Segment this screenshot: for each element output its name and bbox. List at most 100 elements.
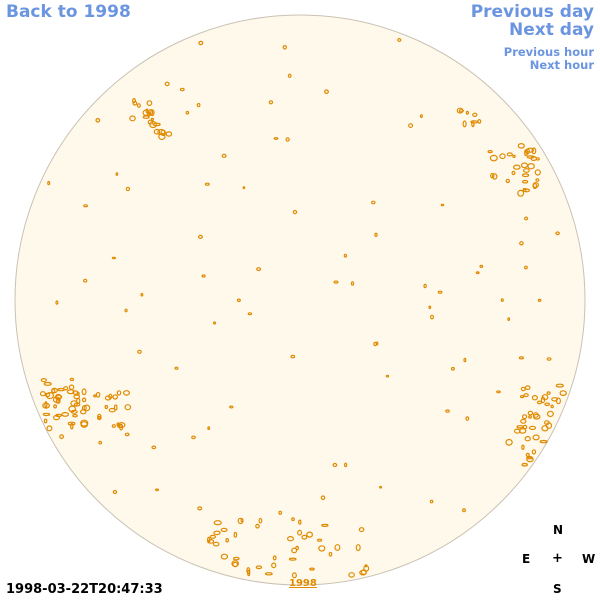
contour-mark (81, 397, 87, 403)
contour-mark (535, 178, 540, 182)
contour-mark (73, 394, 81, 400)
contour-mark (539, 439, 548, 444)
contour-mark (83, 204, 88, 208)
next-hour-link[interactable]: Next hour (529, 58, 594, 72)
contour-mark (174, 366, 179, 370)
previous-hour-link[interactable]: Previous hour (503, 45, 594, 59)
contour-mark (119, 423, 124, 431)
contour-mark (63, 386, 69, 391)
next-day-link[interactable]: Next day (509, 20, 594, 40)
contour-mark (282, 44, 287, 50)
contour-mark (145, 108, 149, 114)
contour-mark (111, 424, 116, 428)
contour-mark (332, 462, 338, 468)
contour-mark (136, 103, 141, 108)
contour-mark (465, 416, 470, 421)
contour-mark (512, 164, 521, 170)
contour-mark (546, 357, 552, 361)
contour-mark (521, 414, 528, 420)
contour-mark (268, 100, 274, 105)
contour-mark (334, 544, 341, 551)
contour-mark (521, 173, 530, 178)
contour-mark (220, 553, 229, 560)
contour-mark (430, 314, 435, 320)
contour-mark (527, 162, 535, 170)
contour-mark (544, 420, 550, 426)
contour-mark (523, 216, 529, 221)
back-to-year-link[interactable]: Back to 1998 (6, 2, 131, 22)
contour-mark (258, 517, 263, 524)
compass-center: + (552, 551, 563, 566)
contour-mark (489, 154, 498, 162)
contour-mark (309, 567, 315, 571)
contour-mark (129, 115, 136, 122)
contour-mark (462, 508, 466, 513)
contour-mark (463, 357, 467, 363)
contour-mark (370, 200, 376, 205)
contour-mark (43, 418, 48, 424)
contour-mark (42, 412, 51, 417)
contour-mark (278, 510, 283, 515)
contour-mark (264, 572, 273, 576)
contour-mark (206, 536, 211, 544)
contour-mark (343, 253, 348, 258)
contour-mark (97, 413, 102, 419)
contour-mark (521, 179, 529, 184)
previous-day-link[interactable]: Previous day (470, 2, 594, 22)
contour-mark (225, 537, 230, 543)
contour-mark (321, 523, 329, 528)
contour-mark (522, 188, 531, 193)
contour-mark (397, 37, 402, 42)
contour-mark (526, 155, 535, 159)
contour-mark (358, 527, 365, 533)
contour-mark (240, 518, 244, 523)
contour-mark (233, 531, 238, 538)
contour-mark (532, 413, 541, 420)
contour-mark (475, 271, 480, 275)
contour-mark (546, 391, 551, 395)
contour-mark (112, 489, 118, 495)
contour-mark (212, 541, 220, 547)
contour-mark (534, 169, 541, 176)
contour-mark (229, 405, 234, 409)
contour-mark (242, 186, 246, 190)
contour-mark (272, 555, 277, 561)
contour-mark (364, 564, 368, 568)
contour-mark (95, 391, 101, 398)
contour-mark (470, 120, 479, 124)
contour-mark (524, 265, 528, 270)
contour-mark (83, 404, 91, 412)
contour-mark (246, 567, 251, 574)
contour-mark (500, 298, 504, 303)
year-link[interactable]: 1998 (289, 578, 317, 589)
contour-mark (231, 560, 240, 568)
contour-mark (546, 410, 554, 418)
contour-mark (408, 123, 414, 128)
contour-mark (512, 154, 516, 158)
contour-mark (531, 147, 537, 155)
contour-mark (385, 374, 390, 378)
contour-mark (104, 404, 109, 410)
contour-mark (44, 401, 48, 408)
contour-mark (69, 377, 75, 382)
contour-mark (531, 449, 537, 455)
contour-mark (517, 189, 525, 197)
contour-mark (544, 402, 551, 407)
contour-mark (179, 87, 185, 92)
contour-mark (55, 413, 63, 418)
contour-mark (137, 349, 142, 354)
contour-mark (124, 432, 130, 437)
contour-mark (524, 385, 531, 391)
contour-mark (207, 426, 211, 431)
contour-mark (158, 132, 166, 141)
contour-mark (445, 409, 450, 413)
contour-mark (209, 534, 217, 539)
contour-mark (196, 102, 201, 108)
contour-mark (55, 398, 61, 404)
contour-mark (521, 462, 529, 467)
compass-north: N (553, 523, 564, 537)
compass-west: W (582, 552, 596, 566)
contour-mark (59, 434, 64, 440)
contour-mark (523, 393, 529, 398)
